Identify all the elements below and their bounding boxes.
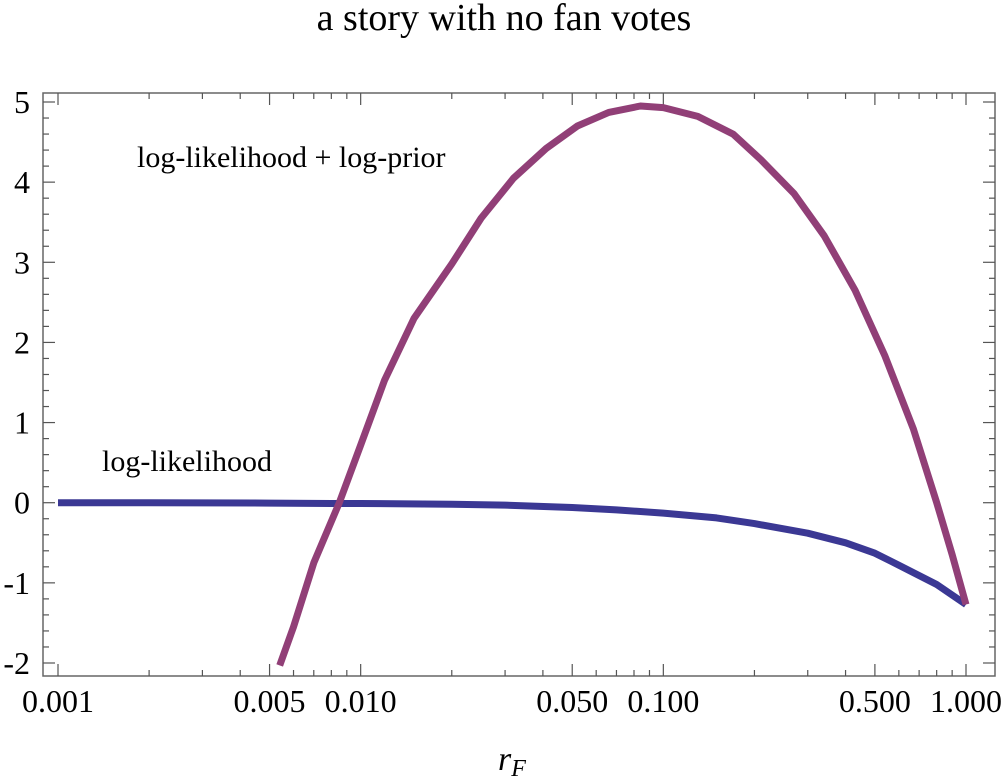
- x-axis-label: rF: [498, 741, 526, 782]
- x-tick-label: 0.005: [234, 683, 306, 719]
- x-tick-label: 0.100: [627, 683, 699, 719]
- annotation-log-likelihood: log-likelihood: [102, 445, 272, 478]
- annotation-log-likelihood-plus-log-prior: log-likelihood + log-prior: [137, 141, 446, 174]
- y-tick-label: -1: [3, 565, 30, 601]
- x-axis-label-subscript: F: [510, 756, 526, 782]
- y-tick-label: 4: [14, 164, 30, 200]
- x-tick-label: 0.050: [536, 683, 608, 719]
- plot-frame: [42, 92, 996, 677]
- chart-title: a story with no fan votes: [316, 0, 692, 39]
- x-tick-label: 0.010: [325, 683, 397, 719]
- x-axis-label-main: r: [498, 741, 512, 778]
- y-tick-label: 2: [14, 324, 30, 360]
- series-line-log-likelihood-log-prior: [276, 102, 970, 667]
- y-tick-label: 3: [14, 244, 30, 280]
- x-tick-label: 1.000: [930, 683, 1002, 719]
- x-tick-label: 0.001: [22, 683, 94, 719]
- series-line-log-likelihood: [58, 499, 968, 608]
- y-tick-label: 5: [14, 84, 30, 120]
- y-tick-label: 0: [14, 485, 30, 521]
- x-tick-label: 0.500: [839, 683, 911, 719]
- y-tick-label: 1: [14, 405, 30, 441]
- y-tick-label: -2: [3, 645, 30, 681]
